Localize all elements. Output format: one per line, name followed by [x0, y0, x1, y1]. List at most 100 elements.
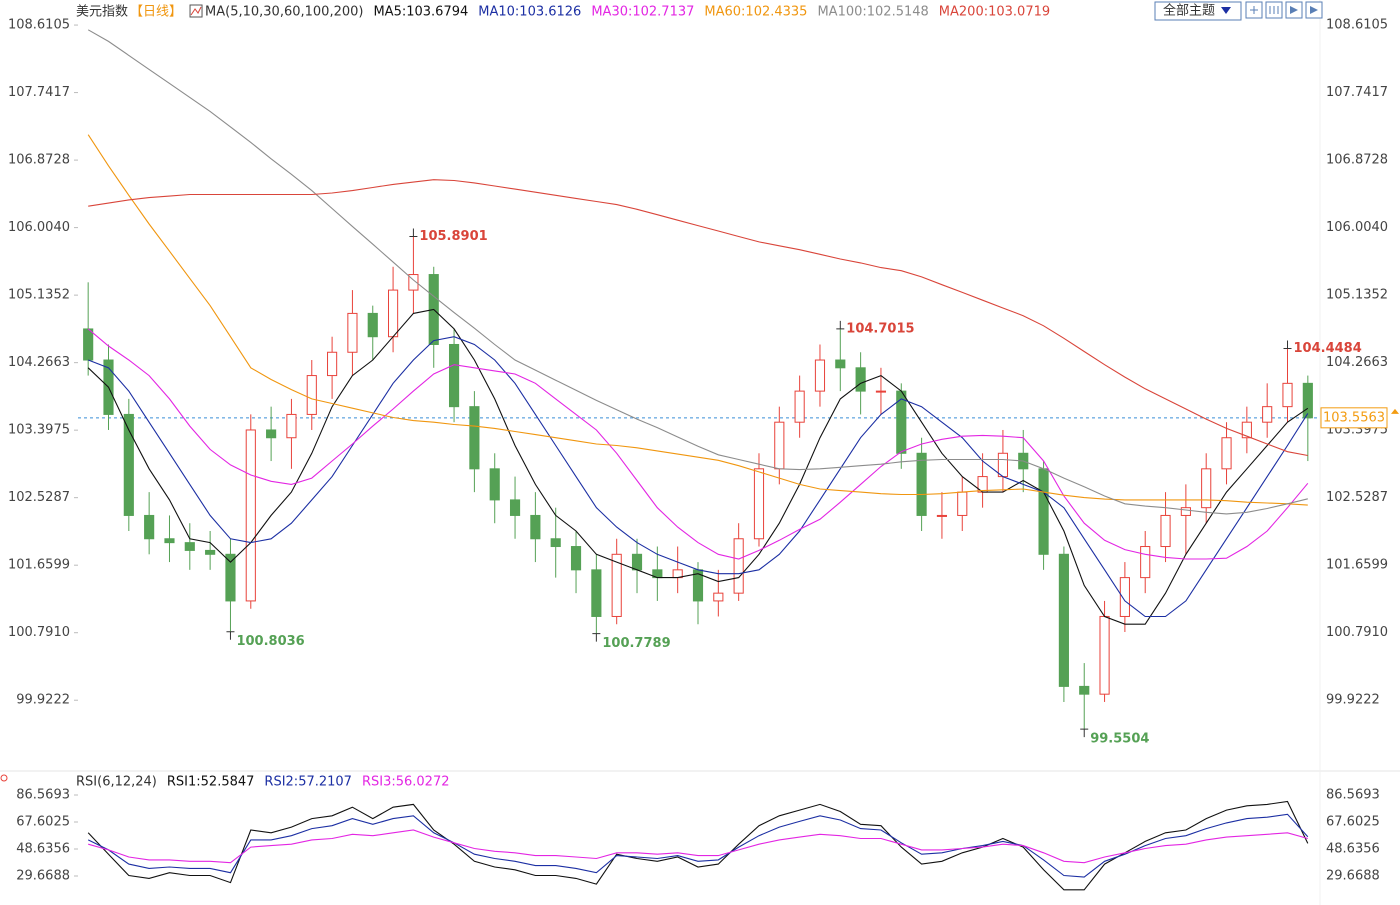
- candle-body: [591, 569, 602, 617]
- candle-body: [184, 542, 195, 551]
- tool-icon: [1250, 6, 1258, 14]
- legend-entry: RSI1:52.5847: [167, 775, 255, 790]
- candle-body: [1160, 514, 1171, 548]
- candle-body: [144, 514, 155, 540]
- current-price-arrow: [1391, 408, 1399, 414]
- toolbar: 全部主题: [1154, 1, 1323, 21]
- extreme-label: 104.7015: [846, 321, 914, 336]
- ma-line: [88, 829, 1308, 864]
- y-tick-label-right: 107.7417: [1326, 85, 1388, 100]
- extreme-label: 100.8036: [236, 634, 304, 649]
- candle-body: [245, 429, 256, 602]
- candle-body: [1302, 382, 1313, 419]
- candle-body: [611, 553, 622, 617]
- candle-body: [550, 538, 561, 548]
- extreme-label: 100.7789: [602, 636, 670, 651]
- extreme-marker: [592, 633, 601, 642]
- candle-body: [1180, 507, 1191, 516]
- candle-body: [814, 359, 826, 392]
- y-tick-label: 106.0040: [8, 220, 70, 235]
- candle-body: [1119, 577, 1130, 617]
- y-tick-label: 86.5693: [16, 788, 70, 803]
- y-tick-label-right: 104.2663: [1326, 355, 1388, 370]
- current-price-label: 103.5563: [1323, 410, 1385, 425]
- candle-body: [448, 343, 460, 408]
- extreme-marker: [836, 320, 845, 330]
- extreme-label: 99.5504: [1090, 732, 1149, 747]
- theme-button[interactable]: [1154, 1, 1242, 21]
- chart-title: 美元指数: [76, 5, 128, 20]
- period-label: 【日线】: [130, 5, 182, 20]
- legend-entry: RSI2:57.2107: [264, 775, 352, 790]
- ma-line: [87, 800, 1309, 891]
- candle-body: [1201, 468, 1212, 509]
- legend-entry: MA30:102.7137: [591, 5, 694, 20]
- candle-body: [1079, 685, 1090, 695]
- candle-body: [733, 538, 744, 594]
- y-tick-label: 108.6105: [8, 18, 70, 33]
- indicator-icon: [190, 6, 202, 16]
- extreme-label: 105.8901: [419, 229, 487, 244]
- candle-body: [855, 367, 866, 392]
- y-tick-label-right: 106.8728: [1326, 153, 1388, 168]
- legend-entry: MA60:102.4335: [704, 5, 807, 20]
- y-tick-label: 29.6688: [16, 869, 70, 884]
- indicator-icon: [0, 774, 8, 782]
- candle-body: [469, 406, 480, 470]
- candle-body: [306, 375, 317, 415]
- tool-icon: [1310, 6, 1318, 14]
- ma-line: [88, 336, 1309, 618]
- candle-body: [794, 390, 805, 423]
- candle-body: [997, 452, 1008, 478]
- legend-entry: MA5:103.6794: [373, 5, 468, 20]
- y-tick-label-right: 102.5287: [1326, 490, 1388, 505]
- extreme-marker: [409, 228, 418, 237]
- y-tick-label-right: 29.6688: [1326, 869, 1380, 884]
- indicator-icon: [189, 4, 203, 18]
- candle-body: [916, 452, 927, 516]
- candle-body: [1282, 382, 1293, 408]
- ma-line: [87, 328, 1309, 560]
- candle-body: [1038, 468, 1049, 555]
- candle-body: [408, 274, 419, 291]
- y-tick-label-right: 106.0040: [1326, 220, 1388, 235]
- candle-body: [957, 491, 968, 516]
- y-tick-label: 105.1352: [8, 288, 70, 303]
- candle-body: [225, 553, 236, 602]
- extreme-marker: [1283, 340, 1292, 349]
- candle-body: [570, 546, 582, 571]
- y-tick-label-right: 100.7910: [1326, 625, 1388, 640]
- y-tick-label: 101.6599: [8, 558, 70, 573]
- candle-body: [83, 328, 94, 361]
- candle-body: [286, 413, 297, 439]
- theme-label: 全部主题: [1163, 3, 1215, 19]
- candle-body: [774, 421, 785, 470]
- ma-line: [87, 29, 1308, 515]
- y-tick-label-right: 101.6599: [1326, 558, 1388, 573]
- y-tick-label: 48.6356: [16, 842, 70, 857]
- candle-body: [509, 499, 521, 516]
- current-price-box: [1320, 407, 1388, 429]
- candle-body: [1099, 615, 1110, 695]
- y-tick-label: 104.2663: [8, 355, 70, 370]
- candle-body: [753, 468, 765, 540]
- legend-entry: MA100:102.5148: [817, 5, 928, 20]
- candle-body: [1058, 553, 1069, 687]
- candle-body: [631, 553, 643, 571]
- candle-body: [205, 549, 216, 555]
- candle-body: [835, 359, 846, 369]
- dropdown-arrow: [1221, 7, 1231, 14]
- candle-body: [164, 538, 175, 544]
- candle-body: [489, 468, 500, 501]
- y-tick-label: 102.5287: [8, 490, 70, 505]
- ma-line: [87, 134, 1308, 506]
- y-tick-label: 107.7417: [8, 85, 70, 100]
- y-tick-label: 67.6025: [16, 815, 70, 830]
- candle-body: [713, 592, 724, 602]
- candle-body: [367, 312, 378, 338]
- y-tick-label: 103.3975: [8, 423, 70, 438]
- y-tick-label-right: 105.1352: [1326, 288, 1388, 303]
- y-tick-label: 99.9222: [16, 693, 70, 708]
- candle-body: [388, 289, 399, 338]
